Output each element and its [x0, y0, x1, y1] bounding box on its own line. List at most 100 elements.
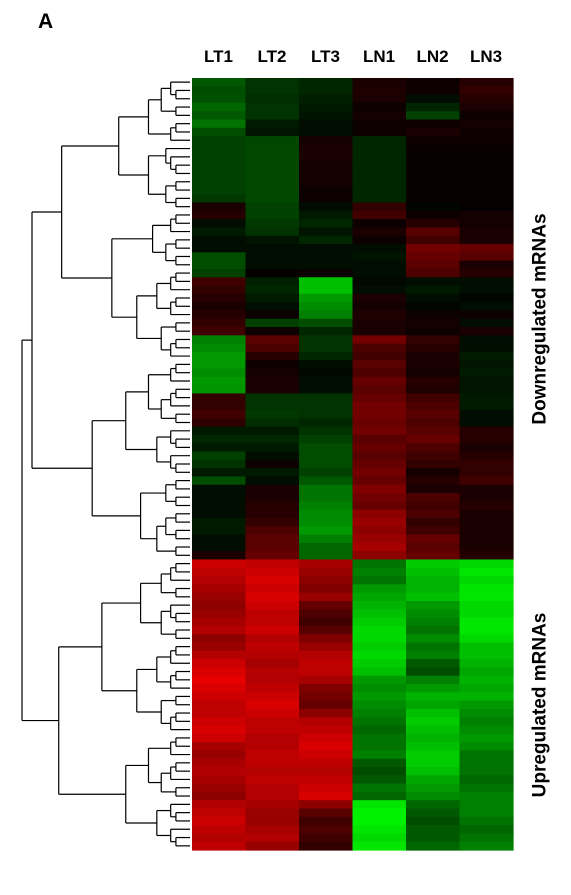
heatmap-cell [352, 766, 407, 776]
heatmap-cell [406, 708, 461, 718]
heatmap-cell [299, 393, 354, 403]
heatmap-cell [299, 210, 354, 220]
heatmap-cell [245, 368, 300, 378]
heatmap-cell [192, 161, 247, 170]
heatmap-cell [406, 385, 461, 395]
heatmap-cell [245, 791, 300, 801]
heatmap-cell [192, 94, 247, 104]
heatmap-cell [352, 725, 407, 735]
heatmap-cell [192, 376, 247, 386]
heatmap-cell [406, 376, 461, 386]
heatmap-cell [299, 293, 354, 303]
heatmap-cell [459, 733, 514, 743]
heatmap-cell [299, 625, 354, 635]
heatmap-cell [459, 766, 514, 776]
heatmap-cell [459, 169, 514, 179]
heatmap-cell [459, 617, 514, 627]
heatmap-cell [406, 517, 461, 527]
heatmap-cell [406, 592, 461, 602]
heatmap-cell [406, 600, 461, 610]
heatmap-cell [459, 742, 514, 751]
heatmap-cell [352, 244, 407, 253]
heatmap-cell [299, 758, 354, 768]
heatmap-cell [245, 783, 300, 793]
heatmap-cell [245, 509, 300, 519]
heatmap-cell [459, 351, 514, 361]
heatmap-cell [299, 551, 354, 561]
heatmap-cell [299, 559, 354, 569]
heatmap-cell [352, 111, 407, 121]
heatmap-cell [352, 742, 407, 751]
heatmap-cell [459, 816, 514, 826]
heatmap-cell [459, 327, 514, 336]
heatmap-cell [192, 576, 247, 585]
heatmap-cell [406, 501, 461, 511]
heatmap-cell [299, 111, 354, 121]
heatmap-cell [406, 841, 461, 851]
heatmap-cell [352, 451, 407, 461]
heatmap-cell [192, 476, 247, 486]
heatmap-cell [352, 534, 407, 544]
column-label: LN3 [469, 47, 503, 66]
heatmap-cell [352, 841, 407, 851]
heatmap-cell [459, 136, 514, 146]
heatmap-cell [406, 426, 461, 436]
heatmap-cell [459, 368, 514, 378]
heatmap-cell [299, 825, 354, 834]
heatmap-cell [352, 808, 407, 818]
heatmap-cell [192, 310, 247, 320]
heatmap-cell [245, 609, 300, 619]
heatmap-cell [192, 617, 247, 627]
heatmap-cell [459, 393, 514, 403]
heatmap-cell [192, 800, 247, 810]
heatmap-cell [459, 318, 514, 328]
heatmap-cell [245, 401, 300, 411]
heatmap-cell [352, 277, 407, 287]
heatmap-cell [192, 841, 247, 851]
heatmap-cell [406, 758, 461, 768]
heatmap-cell [406, 161, 461, 170]
heatmap-cell [299, 476, 354, 486]
heatmap-cell [459, 534, 514, 544]
column-label: LT1 [204, 47, 233, 66]
heatmap-cell [245, 318, 300, 328]
heatmap-cell [192, 750, 247, 760]
heatmap-cell [245, 102, 300, 112]
heatmap-cell [459, 360, 514, 370]
heatmap-cell [192, 244, 247, 253]
heatmap-cell [245, 277, 300, 287]
heatmap-cell [459, 476, 514, 486]
heatmap-cell [459, 750, 514, 760]
heatmap-cell [299, 493, 354, 502]
heatmap-cell [352, 177, 407, 187]
heatmap-cell [299, 343, 354, 353]
heatmap-cell [245, 742, 300, 751]
column-label: LT2 [257, 47, 287, 66]
heatmap-cell [352, 683, 407, 693]
heatmap-cell [352, 576, 407, 585]
heatmap-cell [352, 210, 407, 220]
panel-letter: A [38, 10, 54, 33]
heatmap-cell [406, 509, 461, 519]
heatmap-cell [459, 443, 514, 453]
heatmap-cell [245, 202, 300, 212]
heatmap-cell [406, 800, 461, 810]
heatmap-cell [459, 509, 514, 519]
heatmap-cell [299, 310, 354, 320]
heatmap-cell [352, 758, 407, 768]
heatmap-cell [192, 484, 247, 494]
heatmap-cell [459, 285, 514, 295]
heatmap-cell [299, 277, 354, 287]
heatmap-cell [406, 775, 461, 785]
heatmap-cell [299, 517, 354, 527]
heatmap-cell [192, 600, 247, 610]
heatmap-cell [245, 650, 300, 660]
heatmap-cell [192, 634, 247, 644]
heatmap-cell [245, 119, 300, 129]
heatmap-cell [245, 841, 300, 851]
heatmap-cell [352, 302, 407, 312]
heatmap-cell [192, 825, 247, 834]
heatmap-cell [299, 443, 354, 453]
heatmap-cell [245, 335, 300, 345]
heatmap-cell [192, 791, 247, 801]
